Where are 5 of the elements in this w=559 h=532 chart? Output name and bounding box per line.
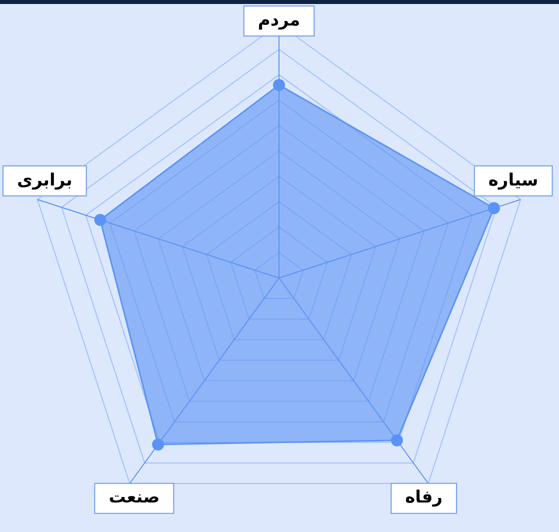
spoke-label: مردم	[258, 10, 300, 30]
spoke-label: برابری	[17, 170, 72, 190]
spoke-label: رفاه	[405, 488, 442, 508]
spoke-label: سیاره	[488, 170, 538, 190]
spoke-label: صنعت	[108, 488, 160, 508]
